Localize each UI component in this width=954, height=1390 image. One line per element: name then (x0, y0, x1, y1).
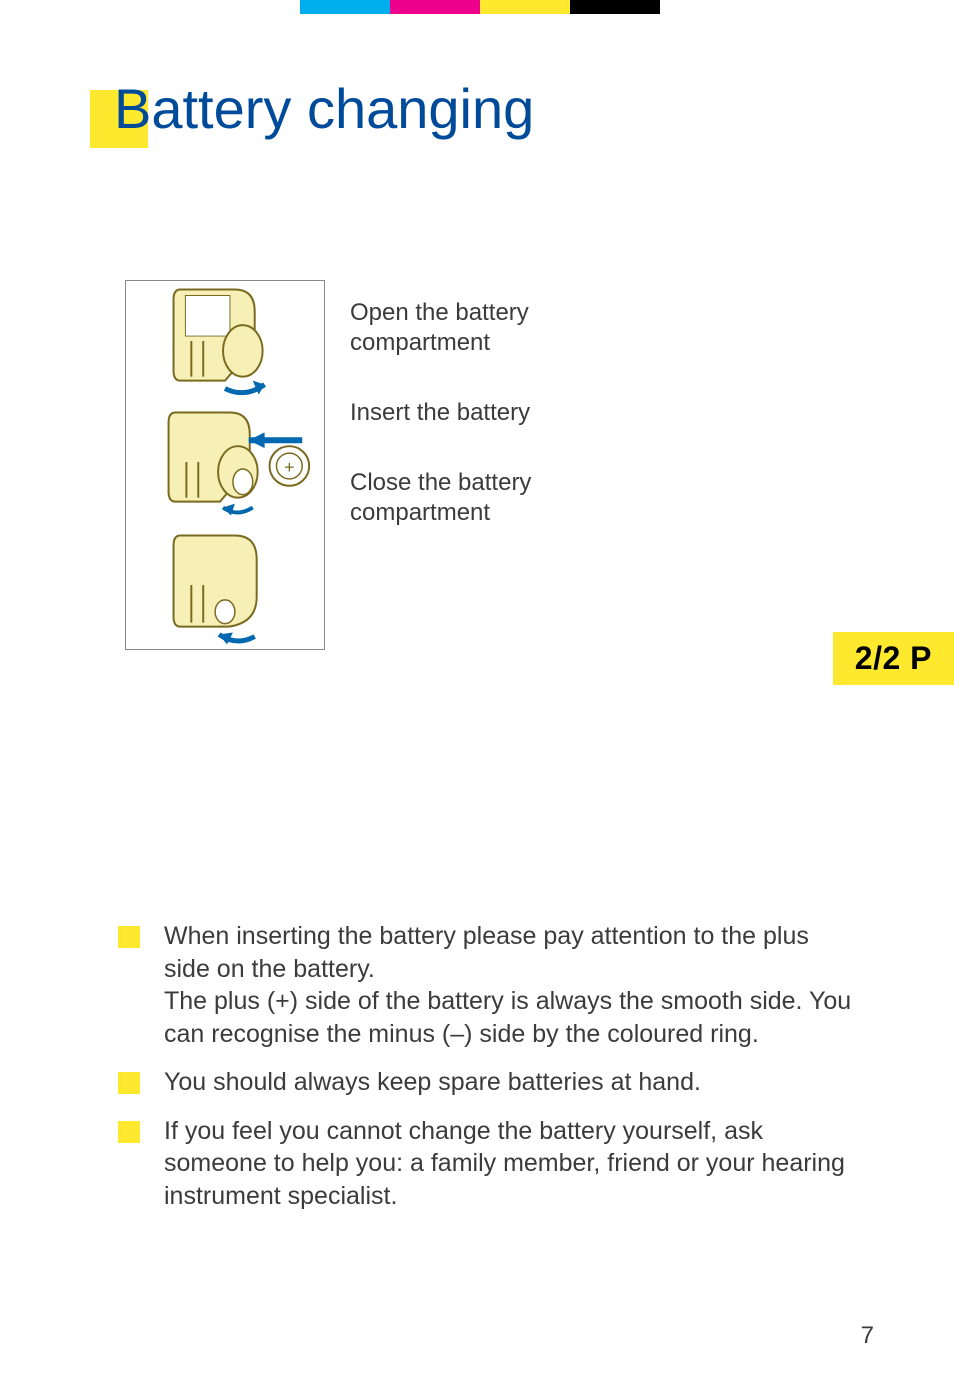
heading: Battery changing (90, 80, 884, 170)
model-badge: 2/2 P (833, 632, 954, 685)
bullet-square-icon (118, 1072, 140, 1094)
caption-close: Close the battery compartment (350, 468, 610, 528)
bullet-list: When inserting the battery please pay at… (118, 920, 858, 1228)
bullet-text: You should always keep spare batteries a… (164, 1066, 701, 1099)
caption-insert: Insert the battery (350, 398, 610, 428)
heading-text: Battery changing (90, 80, 884, 139)
stripe-yellow (480, 0, 570, 14)
bullet-square-icon (118, 1121, 140, 1143)
page-root: Battery changing (0, 0, 954, 1390)
bullet-item: You should always keep spare batteries a… (118, 1066, 858, 1099)
caption-open: Open the battery compartment (350, 298, 610, 358)
registration-stripes (300, 0, 660, 14)
figure-step-open (126, 281, 324, 404)
bullet-text: When inserting the battery please pay at… (164, 920, 858, 1050)
page-number: 7 (861, 1322, 874, 1350)
bullet-square-icon (118, 926, 140, 948)
stripe-cyan (300, 0, 390, 14)
bullet-text: If you feel you cannot change the batter… (164, 1115, 858, 1213)
stripe-black (570, 0, 660, 14)
stripe-magenta (390, 0, 480, 14)
bullet-item: If you feel you cannot change the batter… (118, 1115, 858, 1213)
figure-frame: + (125, 280, 325, 650)
figure-step-insert: + (126, 404, 324, 527)
figure-captions: Open the battery compartment Insert the … (350, 298, 610, 568)
bullet-item: When inserting the battery please pay at… (118, 920, 858, 1050)
svg-text:+: + (284, 457, 294, 477)
figure-step-close (126, 527, 324, 650)
figure-area: + (125, 280, 585, 680)
